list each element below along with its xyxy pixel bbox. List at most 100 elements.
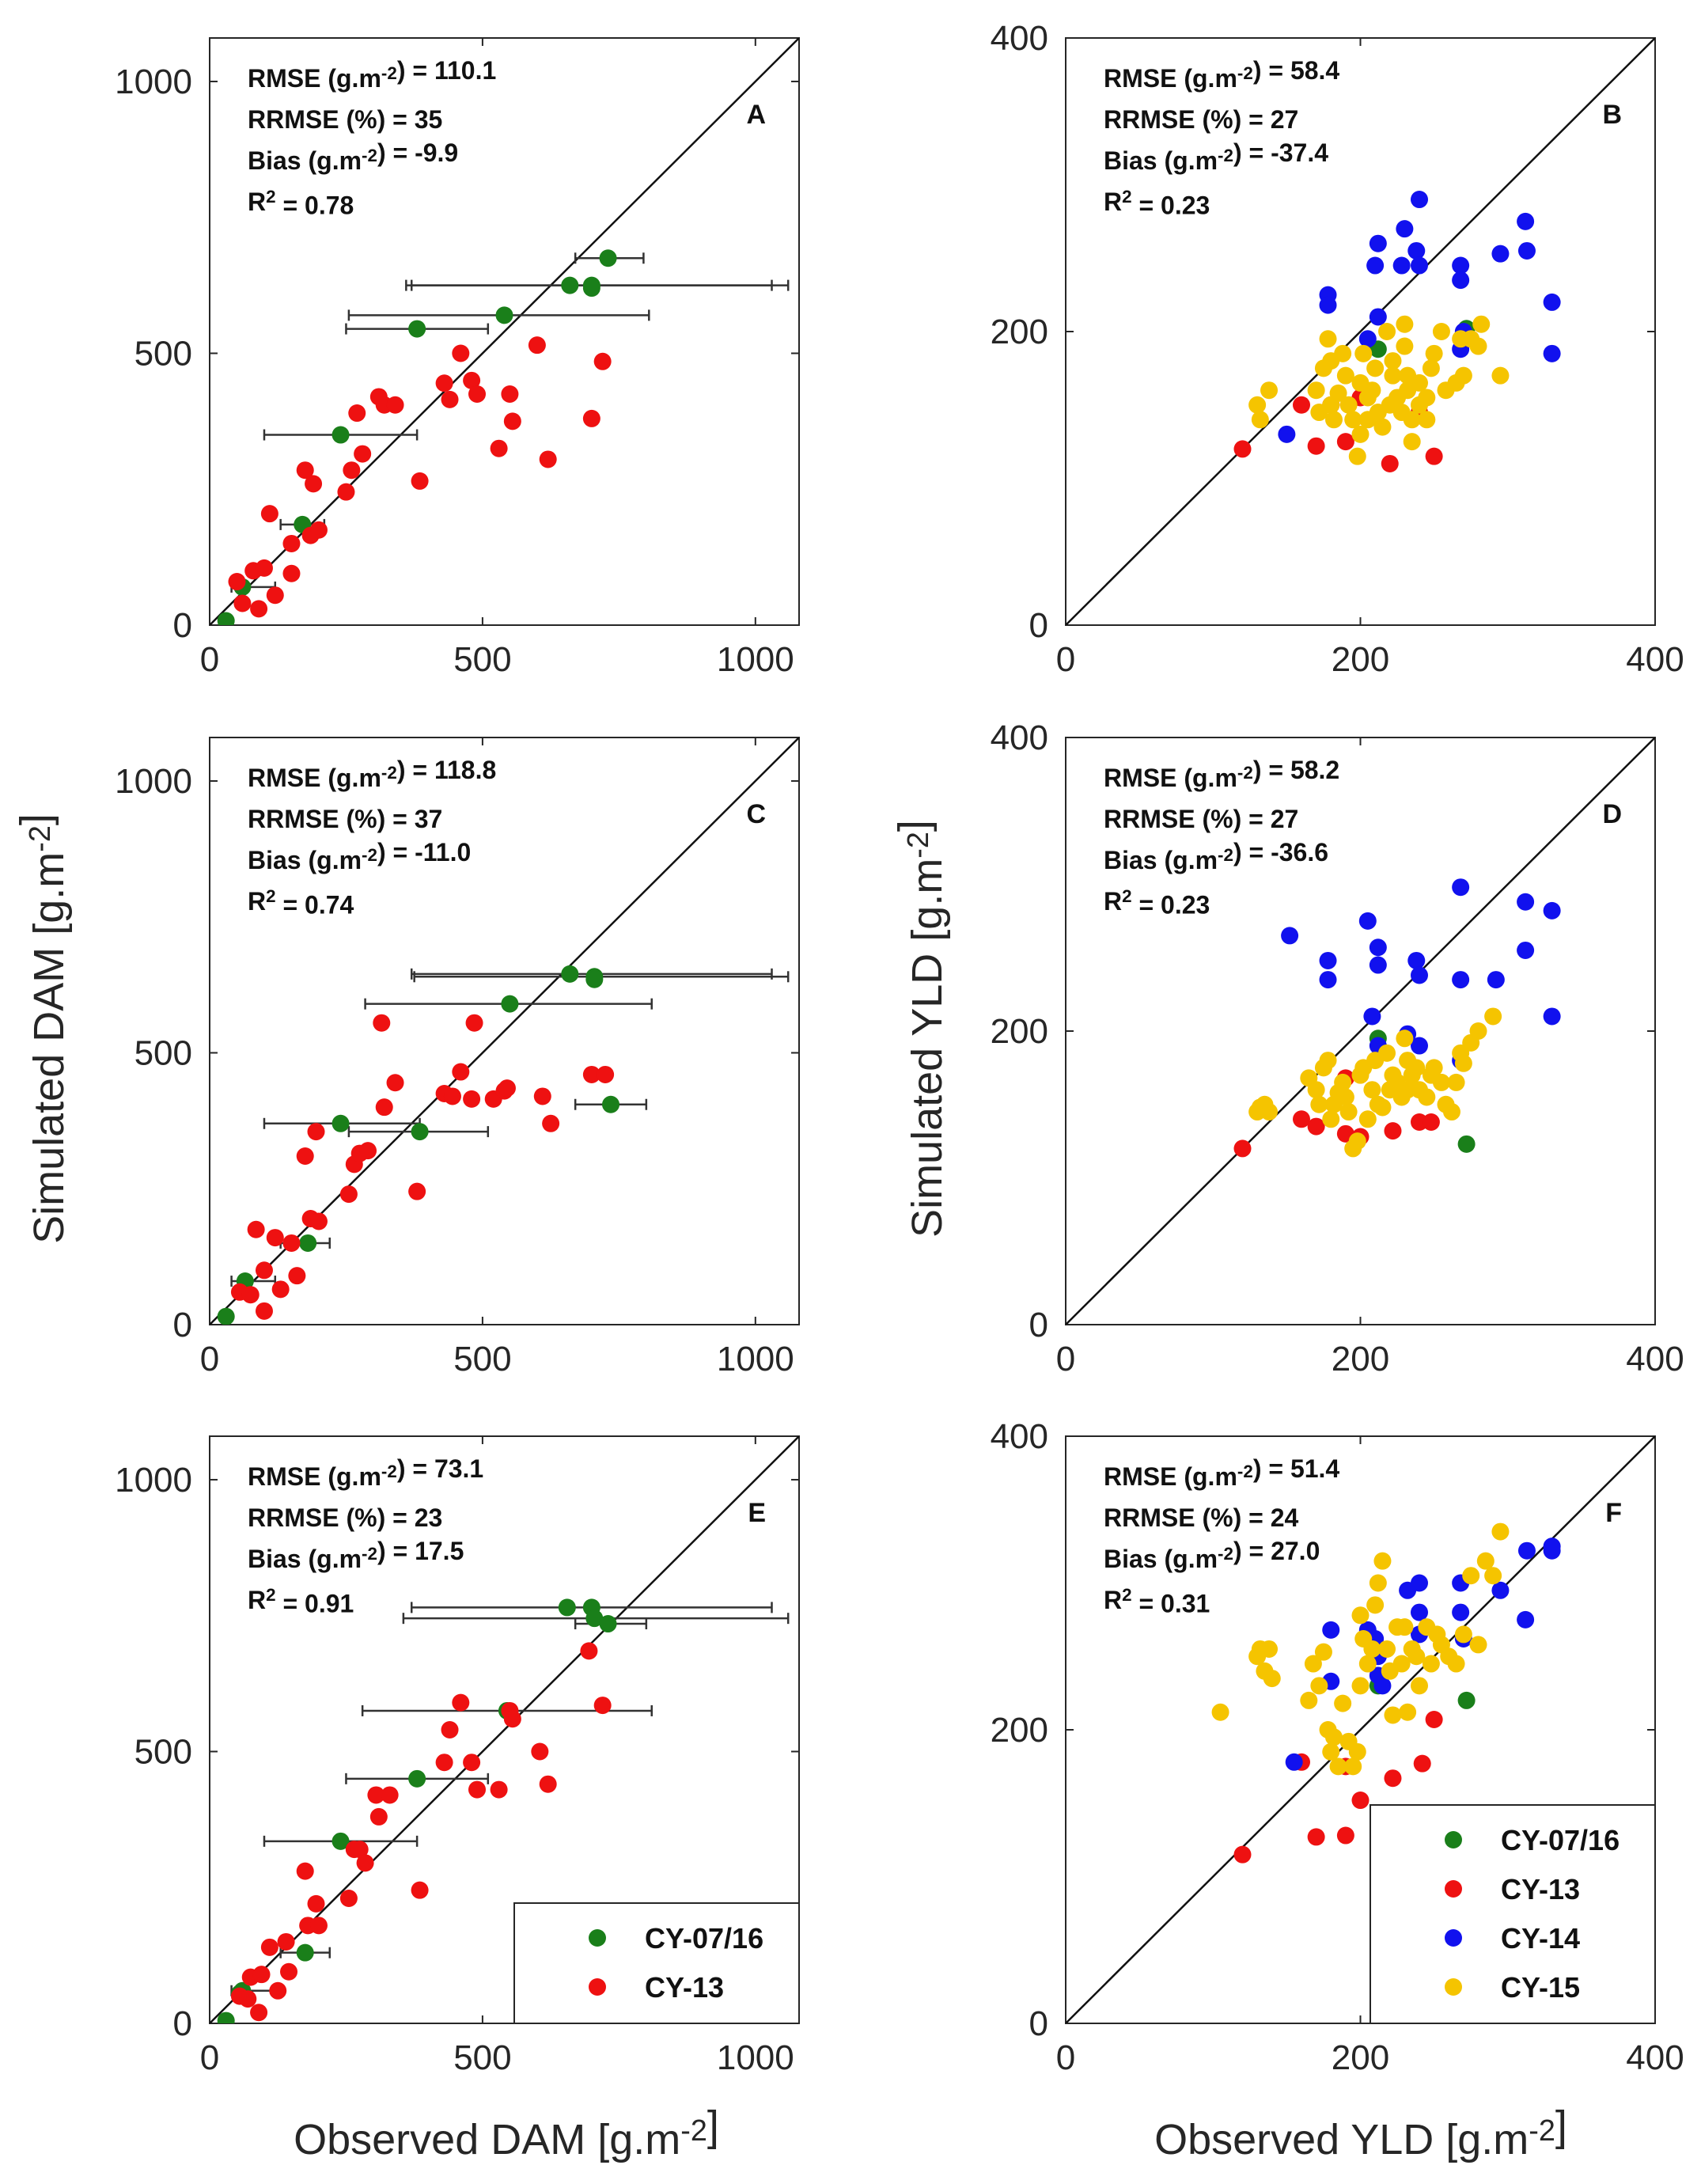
point-cy-14 — [1358, 330, 1377, 348]
point-cy-15 — [1396, 1029, 1414, 1048]
point-cy-13 — [441, 1721, 459, 1738]
point-cy-13 — [282, 534, 301, 552]
point-cy-07-16 — [331, 426, 350, 444]
point-cy-15 — [1462, 1567, 1480, 1585]
point-cy-13 — [356, 1854, 374, 1872]
point-cy-13 — [228, 573, 246, 591]
point-cy-07-16 — [582, 279, 600, 298]
point-cy-15 — [1351, 425, 1370, 443]
x-tick-label: 0 — [1056, 640, 1075, 679]
data-layer — [1066, 1436, 1655, 2023]
point-cy-07-16 — [408, 1769, 426, 1788]
point-cy-13 — [260, 1938, 278, 1956]
y-tick-label: 500 — [134, 334, 192, 373]
point-cy-13 — [1233, 440, 1252, 458]
point-cy-14 — [1411, 1037, 1428, 1055]
point-cy-15 — [1351, 1606, 1370, 1625]
one-to-one-line — [1066, 1436, 1655, 2023]
point-cy-07-16 — [599, 249, 617, 267]
point-cy-13 — [241, 1286, 260, 1304]
point-cy-13 — [337, 483, 355, 501]
point-cy-14 — [1543, 344, 1561, 362]
point-cy-15 — [1336, 1088, 1354, 1106]
point-cy-14 — [1369, 234, 1387, 252]
point-cy-15 — [1411, 373, 1428, 392]
stat-line: RRMSE (%) = 27 — [1104, 105, 1298, 134]
point-cy-13 — [307, 1894, 325, 1913]
point-cy-13 — [373, 1014, 391, 1032]
point-cy-13 — [1233, 1139, 1252, 1158]
point-cy-07-16 — [217, 1307, 235, 1325]
point-cy-14 — [1411, 256, 1428, 275]
y-tick-label: 500 — [134, 1732, 192, 1771]
x-tick-label: 0 — [200, 640, 219, 679]
stat-line: RMSE (g.m-2) = 58.4 — [1104, 56, 1339, 93]
point-cy-14 — [1491, 1581, 1510, 1599]
point-cy-14 — [1369, 938, 1387, 957]
point-cy-15 — [1484, 1007, 1502, 1026]
point-cy-14 — [1369, 956, 1387, 974]
point-cy-13 — [503, 1710, 521, 1728]
y-tick-label: 0 — [173, 606, 192, 645]
point-cy-13 — [1307, 1117, 1325, 1136]
data-layer — [1066, 38, 1655, 625]
x-tick-label: 200 — [1332, 1340, 1389, 1378]
point-cy-13 — [296, 1147, 314, 1166]
point-cy-15 — [1384, 1706, 1402, 1724]
legend-label: CY-13 — [645, 1971, 724, 2004]
y-tick-label: 400 — [991, 1417, 1048, 1456]
point-cy-13 — [503, 412, 521, 430]
point-cy-13 — [490, 439, 508, 457]
point-cy-15 — [1310, 1095, 1328, 1113]
point-cy-15 — [1396, 1618, 1414, 1636]
x-tick-label: 0 — [1056, 2038, 1075, 2077]
point-cy-13 — [255, 1261, 273, 1280]
point-cy-15 — [1358, 1110, 1377, 1128]
point-cy-13 — [443, 1087, 461, 1105]
panel-A: 00 500 500 1000 1000 RMSE (g.m-2) = 110.1 RRMS… — [115, 37, 800, 679]
panel-E: 00 500 500 1000 1000 RMSE (g.m-2) = 73.1 RRMSE… — [115, 1435, 800, 2077]
point-cy-15 — [1260, 381, 1279, 400]
point-cy-13 — [1336, 1826, 1354, 1845]
point-cy-13 — [408, 1182, 426, 1200]
legend-label: CY-14 — [1501, 1922, 1580, 1955]
point-cy-14 — [1392, 256, 1411, 275]
point-cy-13 — [266, 586, 284, 605]
point-cy-13 — [1293, 396, 1310, 414]
point-cy-13 — [533, 1087, 551, 1105]
point-cy-07-16 — [1457, 1135, 1476, 1153]
point-cy-13 — [1336, 433, 1354, 451]
point-cy-15 — [1251, 411, 1269, 429]
point-cy-13 — [1351, 1792, 1370, 1810]
x-tick-label: 1000 — [717, 2038, 794, 2077]
point-cy-15 — [1432, 1073, 1450, 1091]
point-cy-13 — [381, 1786, 399, 1804]
point-cy-15 — [1322, 1110, 1340, 1128]
point-cy-13 — [1422, 1113, 1440, 1132]
point-cy-15 — [1378, 323, 1396, 340]
point-cy-07-16 — [331, 1114, 350, 1132]
stat-line: R2 = 0.23 — [1104, 187, 1210, 219]
point-cy-13 — [339, 1185, 358, 1204]
point-cy-13 — [282, 564, 301, 582]
y-tick-label: 0 — [173, 2004, 192, 2043]
y-tick-label: 200 — [991, 1711, 1048, 1750]
point-cy-13 — [309, 1212, 328, 1230]
x-axis-title-yld-text: Observed YLD [g.m-2] — [1154, 2102, 1567, 2163]
point-cy-13 — [435, 1754, 453, 1772]
y-tick-label: 0 — [1029, 1306, 1048, 1344]
point-cy-14 — [1452, 256, 1470, 275]
point-cy-15 — [1384, 366, 1402, 385]
point-cy-13 — [277, 1932, 295, 1951]
point-cy-15 — [1491, 366, 1510, 385]
point-cy-14 — [1517, 1610, 1535, 1629]
y-tick-label: 1000 — [115, 1461, 192, 1500]
stat-line: Bias (g.m-2) = -11.0 — [248, 838, 471, 874]
point-cy-15 — [1442, 1103, 1460, 1121]
point-cy-15 — [1314, 1643, 1332, 1661]
plot-frame — [209, 737, 800, 1325]
plot-frame — [209, 1435, 800, 2024]
point-cy-15 — [1319, 1052, 1337, 1070]
legend-label: CY-07/16 — [1501, 1824, 1620, 1856]
point-cy-15 — [1260, 1103, 1279, 1121]
